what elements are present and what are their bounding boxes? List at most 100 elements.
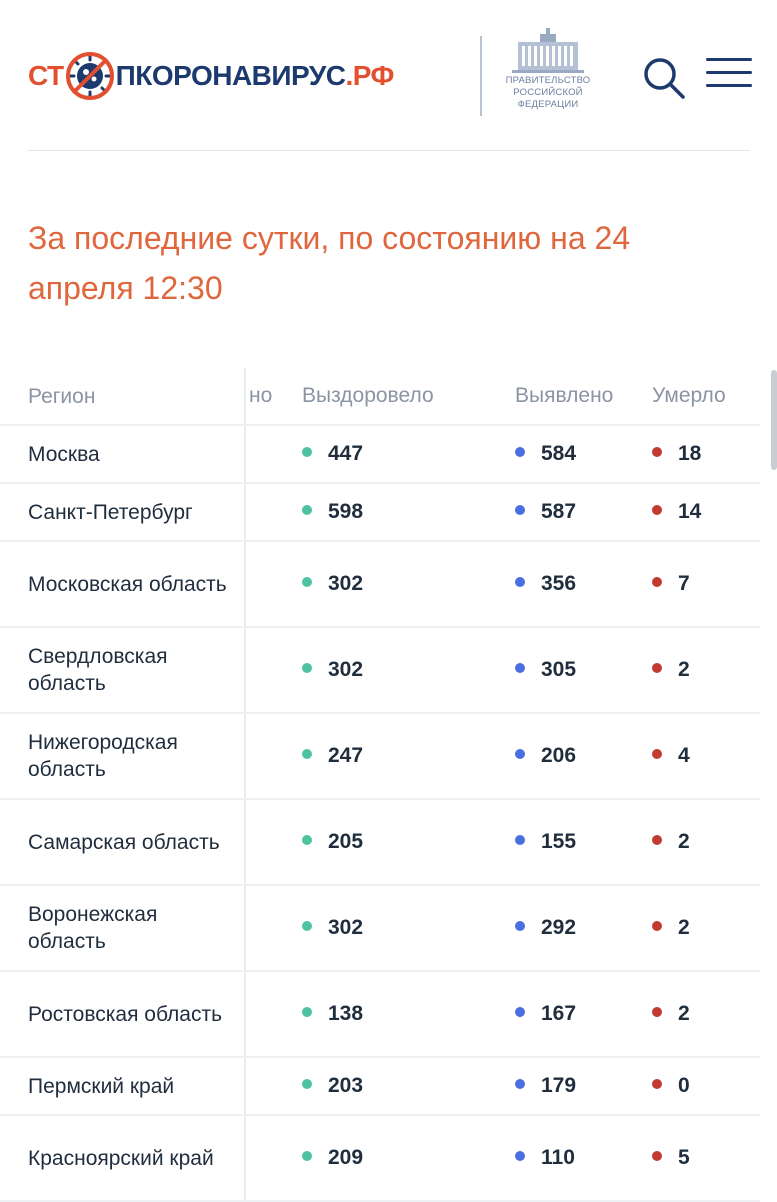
gov-text-line3: ФЕДЕРАЦИИ (517, 99, 579, 110)
header-detected[interactable]: Выявлено (515, 384, 614, 407)
recovered-dot-icon (302, 749, 312, 759)
died-cell: 2 (652, 628, 752, 712)
recovered-value: 302 (328, 658, 364, 681)
recovered-value: 447 (328, 442, 364, 465)
recovered-dot-icon (302, 1151, 312, 1161)
recovered-cell: 447 (302, 426, 502, 482)
detected-value: 167 (541, 1002, 577, 1025)
table-scrollbar[interactable] (771, 370, 777, 470)
died-value: 0 (678, 1074, 690, 1097)
column-divider (244, 800, 246, 884)
column-divider (244, 1116, 246, 1200)
column-divider (244, 628, 246, 712)
region-name: Свердловская область (28, 645, 168, 695)
died-dot-icon (652, 1079, 662, 1089)
recovered-dot-icon (302, 1007, 312, 1017)
header-region[interactable]: Регион (28, 384, 96, 408)
detected-value: 206 (541, 744, 577, 767)
died-value: 14 (678, 500, 702, 523)
column-divider (244, 368, 246, 424)
detected-dot-icon (515, 663, 525, 673)
region-name: Москва (28, 442, 100, 466)
died-dot-icon (652, 921, 662, 931)
site-logo[interactable]: СТ ПКОРОНАВИРУС .РФ (28, 48, 394, 104)
died-cell: 5 (652, 1116, 752, 1200)
detected-value: 356 (541, 572, 577, 595)
region-name: Воронежская область (28, 903, 158, 953)
table-row[interactable]: Московская область 302 356 7 (0, 542, 760, 628)
died-dot-icon (652, 505, 662, 515)
detected-cell: 110 (515, 1116, 645, 1200)
recovered-value: 302 (328, 572, 364, 595)
recovered-value: 209 (328, 1146, 364, 1169)
recovered-value: 138 (328, 1002, 364, 1025)
table-row[interactable]: Москва 447 584 18 (0, 426, 760, 484)
died-value: 2 (678, 658, 690, 681)
detected-cell: 587 (515, 484, 645, 540)
recovered-dot-icon (302, 447, 312, 457)
logo-text-main: ПКОРОНАВИРУС (115, 60, 346, 91)
recovered-cell: 247 (302, 714, 502, 798)
recovered-value: 302 (328, 916, 364, 939)
menu-button[interactable] (706, 58, 752, 94)
table-row[interactable]: Пермский край 203 179 0 (0, 1058, 760, 1116)
recovered-value: 598 (328, 500, 364, 523)
table-row[interactable]: Красноярский край 209 110 5 (0, 1116, 760, 1202)
recovered-cell: 302 (302, 628, 502, 712)
detected-cell: 584 (515, 426, 645, 482)
detected-value: 110 (541, 1146, 575, 1169)
recovered-dot-icon (302, 663, 312, 673)
detected-value: 584 (541, 442, 577, 465)
died-cell: 2 (652, 886, 752, 970)
detected-cell: 292 (515, 886, 645, 970)
detected-cell: 167 (515, 972, 645, 1056)
recovered-cell: 205 (302, 800, 502, 884)
recovered-value: 247 (328, 744, 364, 767)
died-value: 2 (678, 1002, 690, 1025)
region-name: Ростовская область (28, 1002, 223, 1026)
died-value: 7 (678, 572, 690, 595)
recovered-cell: 598 (302, 484, 502, 540)
menu-icon-bar (706, 71, 752, 74)
search-button[interactable] (640, 54, 688, 102)
column-divider (244, 542, 246, 626)
region-name: Самарская область (28, 830, 220, 854)
died-dot-icon (652, 1151, 662, 1161)
detected-dot-icon (515, 1079, 525, 1089)
page-title: За последние сутки, по состоянию на 24 а… (28, 220, 631, 306)
search-icon (644, 58, 685, 99)
column-divider (244, 972, 246, 1056)
virus-stop-icon (65, 52, 114, 100)
recovered-dot-icon (302, 577, 312, 587)
detected-dot-icon (515, 921, 525, 931)
recovered-value: 203 (328, 1074, 364, 1097)
table-row[interactable]: Санкт-Петербург 598 587 14 (0, 484, 760, 542)
logo-text-start: СТ (28, 60, 64, 91)
detected-value: 587 (541, 500, 577, 523)
table-row[interactable]: Нижегородская область 247 206 4 (0, 714, 760, 800)
died-dot-icon (652, 835, 662, 845)
table-header-row: Регион но Выздоровело Выявлено Умерло (0, 368, 760, 426)
recovered-cell: 209 (302, 1116, 502, 1200)
recovered-cell: 302 (302, 886, 502, 970)
government-logo[interactable]: ПРАВИТЕЛЬСТВО РОССИЙСКОЙ ФЕДЕРАЦИИ (496, 26, 600, 116)
detected-dot-icon (515, 749, 525, 759)
menu-icon-bar (706, 58, 752, 61)
recovered-dot-icon (302, 505, 312, 515)
detected-dot-icon (515, 505, 525, 515)
header-died[interactable]: Умерло (652, 384, 726, 407)
table-row[interactable]: Свердловская область 302 305 2 (0, 628, 760, 714)
died-value: 2 (678, 830, 690, 853)
table-row[interactable]: Ростовская область 138 167 2 (0, 972, 760, 1058)
recovered-cell: 302 (302, 542, 502, 626)
table-row[interactable]: Воронежская область 302 292 2 (0, 886, 760, 972)
table-row[interactable]: Самарская область 205 155 2 (0, 800, 760, 886)
header-truncated-column[interactable]: но (249, 384, 273, 407)
site-header: СТ ПКОРОНАВИРУС .РФ (0, 0, 777, 150)
logo-divider (480, 36, 482, 116)
gov-text-line1: ПРАВИТЕЛЬСТВО (505, 75, 591, 86)
column-divider (244, 426, 246, 482)
column-divider (244, 714, 246, 798)
header-recovered[interactable]: Выздоровело (302, 384, 434, 407)
government-building-icon (512, 28, 584, 73)
